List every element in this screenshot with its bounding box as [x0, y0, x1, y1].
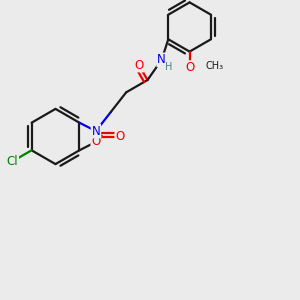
Text: N: N — [157, 53, 166, 66]
Text: H: H — [164, 62, 172, 72]
Text: N: N — [92, 124, 100, 138]
Text: O: O — [134, 58, 143, 72]
Text: O: O — [115, 130, 124, 143]
Text: O: O — [185, 61, 194, 74]
Text: Cl: Cl — [7, 155, 18, 168]
Text: CH₃: CH₃ — [205, 61, 223, 71]
Text: O: O — [91, 135, 101, 148]
